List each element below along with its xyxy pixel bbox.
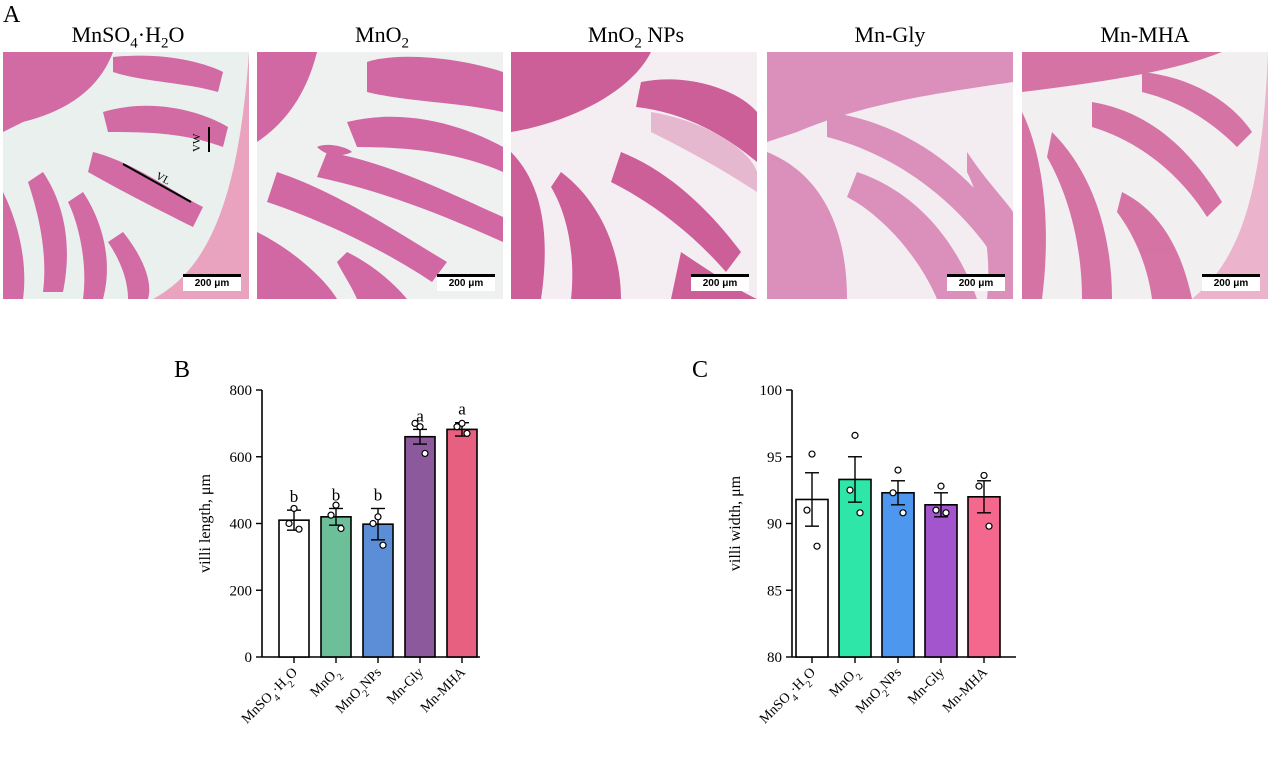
data-point [290,504,298,513]
y-tick-label: 800 [230,383,253,399]
data-point [463,429,471,437]
bar [881,491,915,658]
data-point [411,419,419,427]
y-tick-label: 200 [230,583,253,599]
chart-villi-length: 0 200 400 600 800 villi length, μm b MnSO4·H2O b… [0,0,600,757]
bar [924,504,958,658]
data-point [458,419,466,427]
bar [838,478,872,658]
data-point [327,511,335,519]
data-point [899,509,907,517]
panel-label-a: A [3,2,21,28]
y-axis-title: villi width, μm [727,475,744,571]
micrograph-image [1022,52,1268,299]
micrograph-mno2-nps: 200 μm [511,52,757,299]
data-point [985,522,993,530]
data-point [851,431,859,439]
scale-bar: 200 μm [947,274,1005,291]
significance-label: b [332,485,341,504]
micrograph-image [767,52,1013,299]
data-point [285,519,293,528]
data-point [975,482,983,490]
data-point [416,423,424,431]
micrograph-image: VL VW [3,52,249,299]
significance-label: b [290,487,299,506]
micrograph-mnso4: VL VW 200 μm [3,52,249,299]
y-tick-label: 80 [767,650,782,666]
data-point [813,542,821,550]
data-point [337,524,345,533]
data-point [937,482,945,490]
data-point [374,513,382,521]
data-point [856,509,864,517]
data-point [453,423,461,431]
micrograph-title-mn-mha: Mn-MHA [1100,22,1190,47]
micrograph-mn-mha: 200 μm [1022,52,1268,299]
significance-label: a [458,400,466,419]
data-point [932,506,940,514]
micrograph-title-mno2: MnO2 [355,22,409,52]
micrograph-image [257,52,503,299]
y-tick-label: 600 [230,450,253,466]
x-tick-label: Mn-Gly [905,665,948,708]
micrograph-mn-gly: 200 μm [767,52,1013,299]
bar [967,495,1001,658]
micrograph-mno2: 200 μm [257,52,503,299]
data-point [369,519,377,528]
data-point [421,449,429,458]
panel-label-c: C [692,357,709,383]
y-tick-label: 400 [230,517,253,533]
y-axis-title: villi length, μm [197,474,214,573]
y-tick-label: 90 [767,517,782,533]
scale-bar: 200 μm [691,274,749,291]
x-tick-label: MnO2NPs [853,665,908,720]
bar [362,523,394,658]
bar [446,428,478,658]
significance-label: a [416,406,424,425]
y-tick-label: 0 [245,650,253,666]
micrograph-title-mnso4: MnSO4·H2O [71,22,185,52]
scale-bar: 200 μm [437,274,495,291]
data-point [808,450,816,458]
data-point [295,525,303,533]
data-point [332,501,340,509]
bar [404,435,436,658]
micrograph-title-mn-gly: Mn-Gly [854,22,926,47]
data-point [980,471,988,480]
svg-text:VW: VW [191,133,203,152]
micrograph-title-mno2-nps: MnO2 NPs [587,22,685,52]
y-tick-label: 95 [767,450,782,466]
scale-bar: 200 μm [183,274,241,291]
x-tick-label: MnSO4·H2O [757,665,822,730]
micrograph-image [511,52,757,299]
x-tick-label: Mn-MHA [940,665,991,716]
data-point [379,541,387,549]
y-tick-label: 100 [760,383,783,399]
data-point [942,509,950,517]
scale-bar: 200 μm [1202,274,1260,291]
data-point [803,506,811,514]
panel-label-b: B [174,357,191,383]
y-tick-label: 85 [767,583,782,599]
x-tick-label: MnO2 [827,665,865,703]
significance-label: b [374,485,383,504]
data-point [889,489,897,497]
data-point [894,466,902,474]
data-point [846,486,854,494]
